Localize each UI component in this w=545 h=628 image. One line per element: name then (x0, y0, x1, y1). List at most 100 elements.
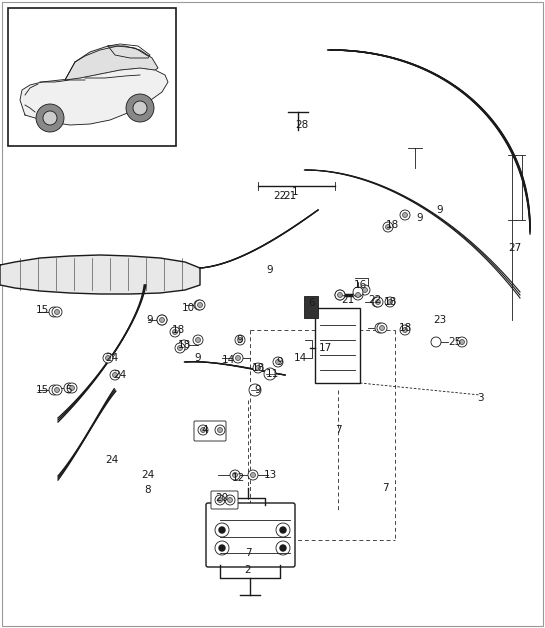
Circle shape (103, 353, 113, 363)
Circle shape (49, 307, 59, 317)
Circle shape (110, 370, 120, 380)
Circle shape (459, 340, 464, 345)
Text: 15: 15 (35, 305, 49, 315)
Circle shape (235, 355, 240, 360)
Circle shape (67, 383, 77, 393)
Circle shape (70, 386, 75, 391)
Text: 3: 3 (477, 393, 483, 403)
Circle shape (403, 212, 408, 217)
Circle shape (400, 325, 410, 335)
Text: 17: 17 (318, 343, 331, 353)
Circle shape (362, 288, 367, 293)
Circle shape (233, 472, 238, 477)
Circle shape (248, 470, 258, 480)
Circle shape (276, 523, 290, 537)
Text: 10: 10 (181, 303, 195, 313)
Circle shape (253, 363, 263, 373)
Text: 9: 9 (147, 315, 153, 325)
Circle shape (173, 330, 178, 335)
Text: 18: 18 (177, 340, 191, 350)
Circle shape (400, 210, 410, 220)
Circle shape (215, 541, 229, 555)
Text: 27: 27 (508, 243, 522, 253)
Text: 14: 14 (221, 355, 235, 365)
Text: 18: 18 (398, 323, 411, 333)
Circle shape (353, 290, 363, 300)
Bar (315, 308, 360, 383)
Text: 22: 22 (368, 295, 381, 305)
Circle shape (157, 315, 167, 325)
Bar (8, 8, 176, 146)
Polygon shape (0, 255, 200, 294)
FancyBboxPatch shape (206, 503, 295, 567)
Circle shape (170, 327, 180, 337)
Text: 9: 9 (255, 385, 261, 395)
Circle shape (256, 365, 261, 371)
Circle shape (215, 425, 225, 435)
Text: 18: 18 (251, 363, 265, 373)
Text: 7: 7 (245, 548, 251, 558)
Circle shape (233, 353, 243, 363)
Circle shape (355, 293, 360, 298)
Circle shape (251, 472, 256, 477)
Circle shape (219, 527, 225, 533)
Circle shape (372, 297, 382, 307)
Text: 8: 8 (144, 485, 152, 495)
Circle shape (376, 300, 380, 305)
Circle shape (54, 310, 59, 315)
Circle shape (49, 385, 59, 395)
Circle shape (196, 337, 201, 342)
Circle shape (249, 384, 261, 396)
Circle shape (276, 359, 281, 364)
Circle shape (353, 287, 363, 297)
Circle shape (215, 523, 229, 537)
Circle shape (385, 224, 391, 229)
Circle shape (217, 428, 222, 433)
Text: 18: 18 (383, 297, 397, 307)
Text: 9: 9 (267, 265, 273, 275)
Circle shape (335, 290, 345, 300)
Text: 24: 24 (113, 370, 126, 380)
Circle shape (126, 94, 154, 122)
Circle shape (43, 111, 57, 125)
Circle shape (195, 300, 205, 310)
Text: 9: 9 (417, 213, 423, 223)
Circle shape (379, 325, 385, 330)
Text: 11: 11 (265, 369, 278, 379)
Circle shape (133, 101, 147, 115)
Text: 4: 4 (202, 425, 208, 435)
FancyBboxPatch shape (194, 421, 226, 441)
Circle shape (178, 345, 183, 350)
Text: 18: 18 (385, 220, 398, 230)
Text: 9: 9 (277, 357, 283, 367)
Circle shape (194, 300, 204, 310)
Circle shape (36, 104, 64, 132)
Circle shape (201, 428, 205, 433)
Text: 5: 5 (65, 385, 71, 395)
Circle shape (238, 337, 243, 342)
Circle shape (175, 343, 185, 353)
Bar (304, 296, 318, 318)
Circle shape (280, 527, 286, 533)
Circle shape (337, 293, 342, 298)
Circle shape (160, 318, 165, 323)
Circle shape (375, 323, 385, 333)
Text: 6: 6 (308, 298, 316, 308)
Circle shape (230, 470, 240, 480)
Circle shape (385, 297, 395, 307)
Circle shape (106, 355, 111, 360)
Circle shape (403, 327, 408, 332)
Text: 23: 23 (433, 315, 446, 325)
Circle shape (197, 303, 203, 308)
Circle shape (264, 368, 276, 380)
Circle shape (112, 372, 118, 377)
Circle shape (360, 285, 370, 295)
Circle shape (387, 300, 392, 305)
Text: 25: 25 (449, 337, 462, 347)
Circle shape (457, 337, 467, 347)
Text: 2: 2 (245, 565, 251, 575)
Circle shape (52, 307, 62, 317)
Text: 7: 7 (335, 425, 341, 435)
Circle shape (64, 383, 74, 393)
Text: 22: 22 (274, 191, 287, 201)
